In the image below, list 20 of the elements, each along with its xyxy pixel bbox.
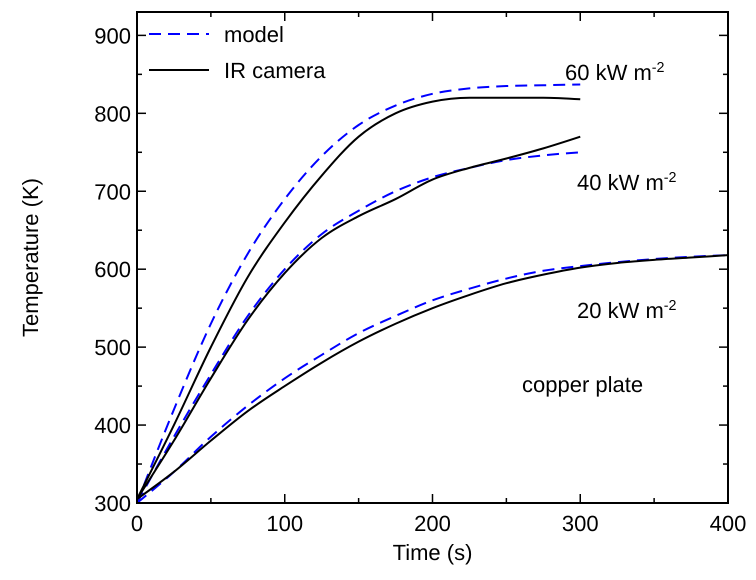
legend-label: IR camera <box>224 58 326 83</box>
y-tick-label: 500 <box>94 335 131 360</box>
x-tick-label: 400 <box>710 511 746 536</box>
x-tick-label: 300 <box>562 511 599 536</box>
y-tick-label: 300 <box>94 491 131 516</box>
annotation: copper plate <box>522 372 644 397</box>
y-tick-label: 800 <box>94 101 131 126</box>
x-tick-label: 100 <box>266 511 304 536</box>
y-tick-label: 700 <box>94 179 131 204</box>
x-tick-label: 200 <box>414 511 451 536</box>
y-tick-label: 900 <box>94 23 131 48</box>
annotation: 60 kW m$^{-2}$ <box>565 60 665 85</box>
y-axis-title: Temperature (K) <box>18 178 43 337</box>
annotation: 40 kW m$^{-2}$ <box>577 170 677 195</box>
annotation: 20 kW m$^{-2}$ <box>577 298 677 323</box>
x-tick-label: 0 <box>130 511 144 536</box>
y-tick-label: 400 <box>94 413 131 438</box>
x-axis-title: Time (s) <box>392 540 472 565</box>
y-tick-label: 600 <box>94 257 131 282</box>
legend-label: model <box>224 22 284 47</box>
